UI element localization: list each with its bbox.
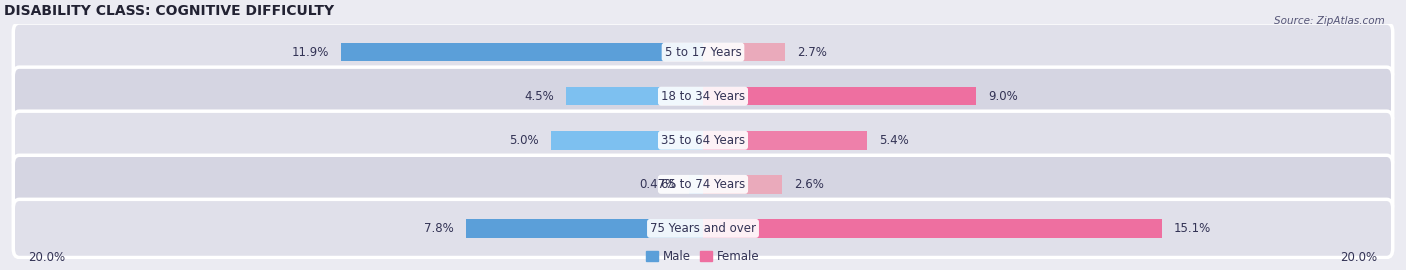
Text: 4.5%: 4.5% [524,90,554,103]
Text: 35 to 64 Years: 35 to 64 Years [661,134,745,147]
Bar [703,175,782,194]
Bar [689,175,703,194]
Bar [703,87,976,106]
Text: 15.1%: 15.1% [1174,222,1211,235]
FancyBboxPatch shape [13,155,1393,213]
FancyBboxPatch shape [13,23,1393,81]
Text: 65 to 74 Years: 65 to 74 Years [661,178,745,191]
Text: DISABILITY CLASS: COGNITIVE DIFFICULTY: DISABILITY CLASS: COGNITIVE DIFFICULTY [4,4,335,18]
Text: 11.9%: 11.9% [292,46,329,59]
Legend: Male, Female: Male, Female [641,245,765,268]
Text: 7.8%: 7.8% [425,222,454,235]
Bar [703,43,785,61]
Text: 5.4%: 5.4% [879,134,908,147]
Bar [342,43,703,61]
Bar [703,219,1161,238]
Text: 75 Years and over: 75 Years and over [650,222,756,235]
Text: 18 to 34 Years: 18 to 34 Years [661,90,745,103]
Text: Source: ZipAtlas.com: Source: ZipAtlas.com [1274,16,1385,26]
FancyBboxPatch shape [13,67,1393,125]
FancyBboxPatch shape [13,199,1393,258]
Text: 2.6%: 2.6% [794,178,824,191]
Bar [465,219,703,238]
Text: 20.0%: 20.0% [1340,251,1378,264]
Text: 0.47%: 0.47% [640,178,676,191]
Bar [551,131,703,150]
Text: 2.7%: 2.7% [797,46,827,59]
Text: 5 to 17 Years: 5 to 17 Years [665,46,741,59]
Text: 5.0%: 5.0% [509,134,538,147]
Text: 9.0%: 9.0% [988,90,1018,103]
Text: 20.0%: 20.0% [28,251,66,264]
FancyBboxPatch shape [13,111,1393,169]
Bar [703,131,868,150]
Bar [567,87,703,106]
